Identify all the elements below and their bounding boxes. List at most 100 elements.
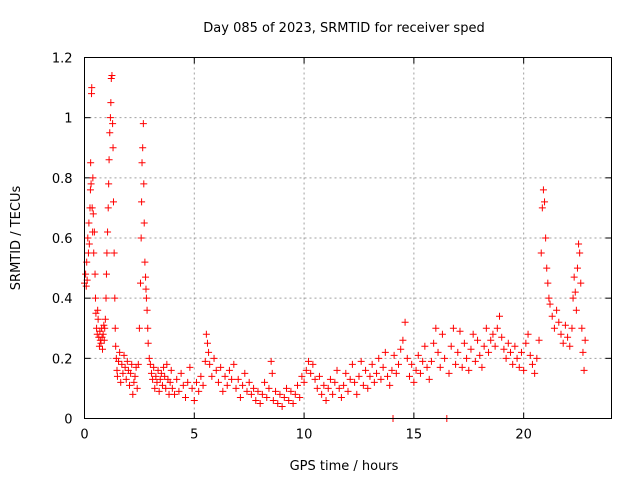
data-point: [353, 390, 361, 398]
data-point: [151, 384, 159, 392]
data-point: [430, 339, 438, 347]
data-point: [217, 363, 225, 371]
data-point: [89, 174, 97, 182]
data-point: [544, 279, 552, 287]
data-point: [113, 366, 121, 374]
data-point: [533, 354, 541, 362]
data-point: [410, 378, 418, 386]
data-point: [182, 393, 190, 401]
data-point: [397, 345, 405, 353]
data-point: [131, 372, 139, 380]
data-point: [221, 372, 229, 380]
data-point: [465, 366, 473, 374]
data-point: [245, 378, 253, 386]
data-point: [156, 375, 164, 383]
grid-lines: [84, 57, 612, 419]
data-point: [149, 375, 157, 383]
data-point: [87, 180, 95, 188]
data-point: [489, 330, 497, 338]
data-point: [144, 324, 152, 332]
data-point: [392, 369, 400, 377]
data-point: [395, 360, 403, 368]
data-point: [153, 378, 161, 386]
data-point: [186, 363, 194, 371]
axis-ticks: 0 5 10 15 20 0 0.2 0.4 0.6 0.8 1 1.2: [52, 52, 612, 443]
data-point: [202, 330, 210, 338]
data-point: [537, 249, 545, 257]
data-point: [384, 372, 392, 380]
data-point: [309, 360, 317, 368]
data-point: [289, 399, 297, 407]
data-point: [177, 369, 185, 377]
y-tick-label: 1.2: [52, 52, 73, 67]
data-point: [434, 348, 442, 356]
data-point: [580, 366, 588, 374]
data-point: [103, 249, 111, 257]
data-point: [504, 339, 512, 347]
data-point: [425, 375, 433, 383]
data-point: [313, 384, 321, 392]
data-point: [329, 390, 337, 398]
data-point: [267, 357, 275, 365]
data-point: [126, 381, 134, 389]
data-point: [122, 375, 130, 383]
data-point: [478, 363, 486, 371]
data-point: [117, 378, 125, 386]
data-point: [118, 360, 126, 368]
data-point: [109, 144, 117, 152]
data-point: [388, 366, 396, 374]
x-tick-label: 20: [515, 428, 532, 443]
data-point: [405, 372, 413, 380]
data-point: [247, 390, 255, 398]
data-point: [85, 219, 93, 227]
data-point: [579, 348, 587, 356]
data-point: [401, 318, 409, 326]
data-point: [293, 381, 301, 389]
data-point: [539, 186, 547, 194]
y-axis-label: SRMTID / TECUs: [9, 186, 24, 291]
data-point: [258, 390, 266, 398]
data-point: [106, 114, 114, 122]
data-point: [493, 324, 501, 332]
y-tick-label: 0.4: [52, 292, 73, 307]
data-point: [403, 354, 411, 362]
data-point: [300, 378, 308, 386]
data-point: [573, 264, 581, 272]
data-point: [307, 369, 315, 377]
data-point: [223, 381, 231, 389]
data-point: [463, 354, 471, 362]
data-point: [269, 396, 277, 404]
data-point: [458, 363, 466, 371]
data-point: [104, 204, 112, 212]
data-point: [140, 180, 148, 188]
data-point: [427, 357, 435, 365]
data-point: [88, 84, 96, 92]
data-point: [163, 360, 171, 368]
data-point: [381, 348, 389, 356]
data-point: [355, 372, 363, 380]
data-point: [375, 354, 383, 362]
data-point: [291, 390, 299, 398]
data-point: [192, 378, 200, 386]
data-point: [241, 369, 249, 377]
data-point: [173, 375, 181, 383]
data-point: [474, 336, 482, 344]
data-point: [432, 324, 440, 332]
data-point: [285, 396, 293, 404]
data-point: [278, 402, 286, 410]
data-point: [243, 387, 251, 395]
data-point: [515, 363, 523, 371]
data-point: [557, 330, 565, 338]
data-point: [543, 264, 551, 272]
data-point: [136, 279, 144, 287]
data-point: [379, 363, 387, 371]
data-point: [324, 384, 332, 392]
data-point: [545, 294, 553, 302]
data-point: [205, 348, 213, 356]
data-point: [94, 306, 102, 314]
x-tick-label: 10: [296, 428, 313, 443]
data-point: [87, 159, 95, 167]
data-point: [210, 354, 218, 362]
data-point: [362, 366, 370, 374]
